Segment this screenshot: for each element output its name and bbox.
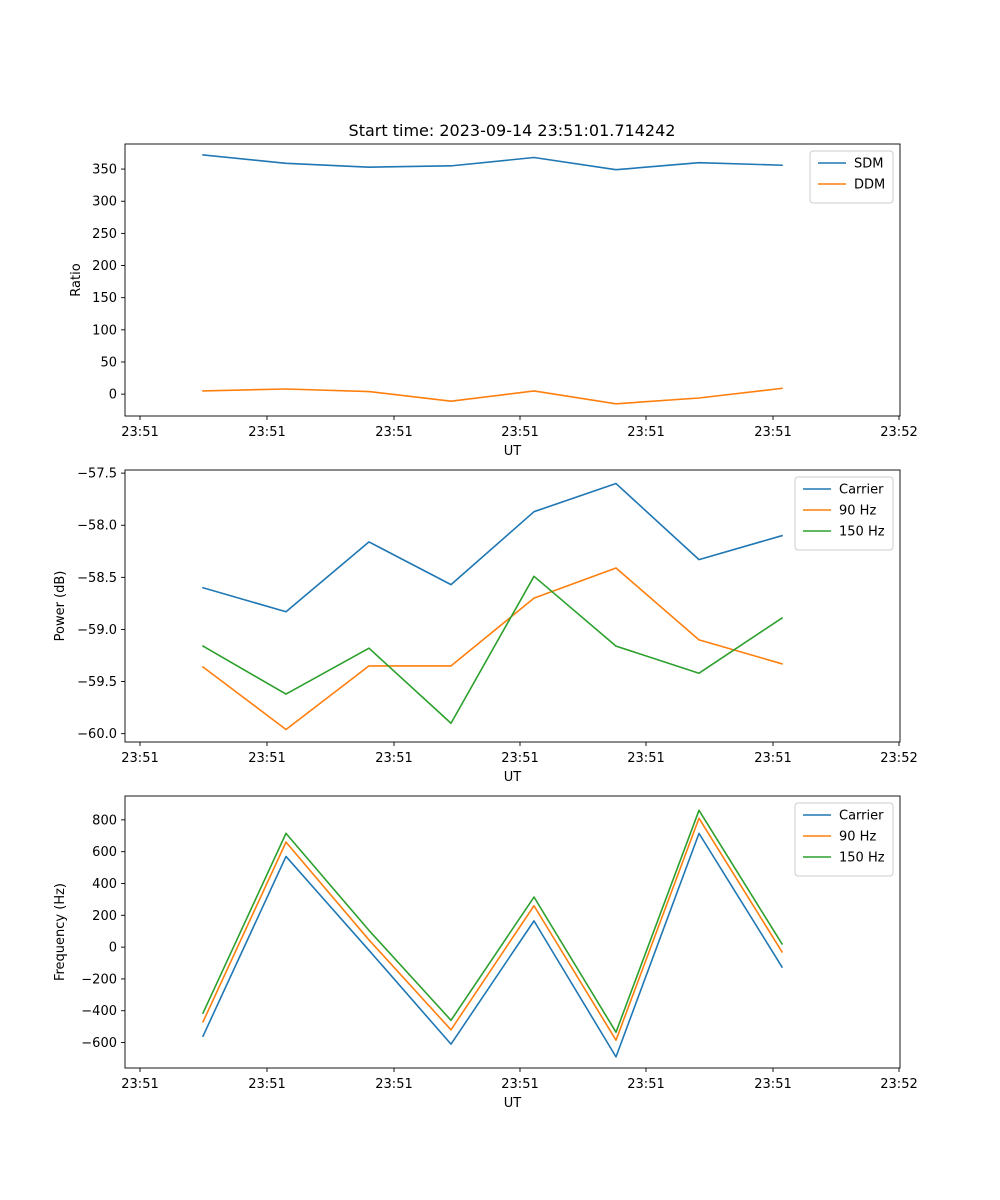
panel-1: 23:51 23:51 23:51 23:51 23:51 23:51 23:52 0 50 10… bbox=[69, 143, 918, 459]
legend-label: 150 Hz bbox=[839, 525, 885, 540]
x-tick-label: 23:51 bbox=[627, 425, 664, 440]
y-tick-label: 200 bbox=[92, 909, 117, 924]
y-tick-label: 250 bbox=[92, 227, 117, 242]
series-line-sdm bbox=[202, 154, 783, 171]
series-line-ddm bbox=[202, 387, 783, 405]
y-tick-label: −600 bbox=[81, 1036, 117, 1051]
legend-label: Carrier bbox=[839, 483, 884, 498]
series-line-carrier bbox=[201, 832, 784, 1058]
figure-title: Start time: 2023-09-14 23:51:01.714242 bbox=[349, 121, 676, 140]
legend: SDM DDM bbox=[809, 150, 894, 204]
x-tick-label: 23:51 bbox=[501, 1077, 538, 1092]
legend: Carrier 90 Hz 150 Hz bbox=[794, 802, 894, 877]
x-tick-label: 23:51 bbox=[501, 425, 538, 440]
x-tick-label: 23:51 bbox=[121, 1077, 158, 1092]
y-tick-label: −58.0 bbox=[77, 519, 117, 534]
x-tick-label: 23:51 bbox=[754, 751, 791, 766]
y-tick-label: 0 bbox=[109, 388, 117, 403]
series-line-150-hz bbox=[201, 809, 784, 1034]
axes-frame bbox=[124, 143, 901, 417]
y-tick-label: −58.5 bbox=[77, 571, 117, 586]
y-tick-label: 50 bbox=[100, 355, 117, 370]
y-tick-label: 300 bbox=[92, 195, 117, 210]
series-line-150-hz bbox=[201, 575, 784, 725]
y-tick-label: 200 bbox=[92, 259, 117, 274]
panel-2: 23:51 23:51 23:51 23:51 23:51 23:51 23:52 −60.0… bbox=[53, 467, 918, 785]
series-line-90-hz bbox=[201, 567, 783, 731]
x-tick-label: 23:51 bbox=[627, 1077, 664, 1092]
x-tick-label: 23:51 bbox=[501, 751, 538, 766]
legend-label: Carrier bbox=[839, 809, 884, 824]
series-line-90-hz bbox=[201, 817, 784, 1041]
y-tick-label: 600 bbox=[92, 845, 117, 860]
y-tick-label: −200 bbox=[81, 972, 117, 987]
legend-label: 150 Hz bbox=[839, 851, 885, 866]
x-tick-label: 23:51 bbox=[375, 751, 412, 766]
x-tick-label: 23:51 bbox=[121, 425, 158, 440]
y-tick-label: −60.0 bbox=[77, 727, 117, 742]
x-tick-label: 23:51 bbox=[248, 425, 285, 440]
legend: Carrier 90 Hz 150 Hz bbox=[794, 476, 894, 551]
panel-3: 23:51 23:51 23:51 23:51 23:51 23:51 23:52 −600 −… bbox=[53, 795, 918, 1111]
x-tick-label: 23:52 bbox=[880, 751, 917, 766]
y-tick-label: −59.5 bbox=[77, 675, 117, 690]
legend-box bbox=[809, 150, 894, 204]
legend-label: 90 Hz bbox=[839, 830, 876, 845]
y-tick-label: 0 bbox=[109, 941, 117, 956]
y-axis-label: Ratio bbox=[69, 263, 84, 296]
x-axis-label: UT bbox=[504, 444, 522, 459]
series-line-carrier bbox=[202, 482, 783, 613]
x-tick-label: 23:51 bbox=[627, 751, 664, 766]
legend-label: DDM bbox=[854, 178, 885, 193]
x-tick-label: 23:52 bbox=[880, 425, 917, 440]
y-axis-label: Frequency (Hz) bbox=[53, 883, 68, 981]
x-tick-label: 23:51 bbox=[121, 751, 158, 766]
x-tick-label: 23:51 bbox=[248, 1077, 285, 1092]
y-tick-label: 400 bbox=[92, 877, 117, 892]
y-tick-label: 800 bbox=[92, 813, 117, 828]
x-tick-label: 23:51 bbox=[754, 425, 791, 440]
axes-frame bbox=[124, 795, 901, 1069]
axes-frame bbox=[124, 469, 901, 743]
y-tick-label: −400 bbox=[81, 1004, 117, 1019]
x-tick-label: 23:51 bbox=[248, 751, 285, 766]
x-axis-label: UT bbox=[504, 770, 522, 785]
y-tick-label: 350 bbox=[92, 163, 117, 178]
x-tick-label: 23:52 bbox=[880, 1077, 917, 1092]
legend-label: 90 Hz bbox=[839, 504, 876, 519]
x-tick-label: 23:51 bbox=[754, 1077, 791, 1092]
y-axis-label: Power (dB) bbox=[53, 571, 68, 642]
y-tick-label: −57.5 bbox=[77, 467, 117, 482]
x-tick-label: 23:51 bbox=[375, 1077, 412, 1092]
x-tick-label: 23:51 bbox=[375, 425, 412, 440]
legend-label: SDM bbox=[854, 157, 883, 172]
y-tick-label: 100 bbox=[92, 323, 117, 338]
y-tick-label: −59.0 bbox=[77, 623, 117, 638]
y-tick-label: 150 bbox=[92, 291, 117, 306]
x-axis-label: UT bbox=[504, 1096, 522, 1111]
